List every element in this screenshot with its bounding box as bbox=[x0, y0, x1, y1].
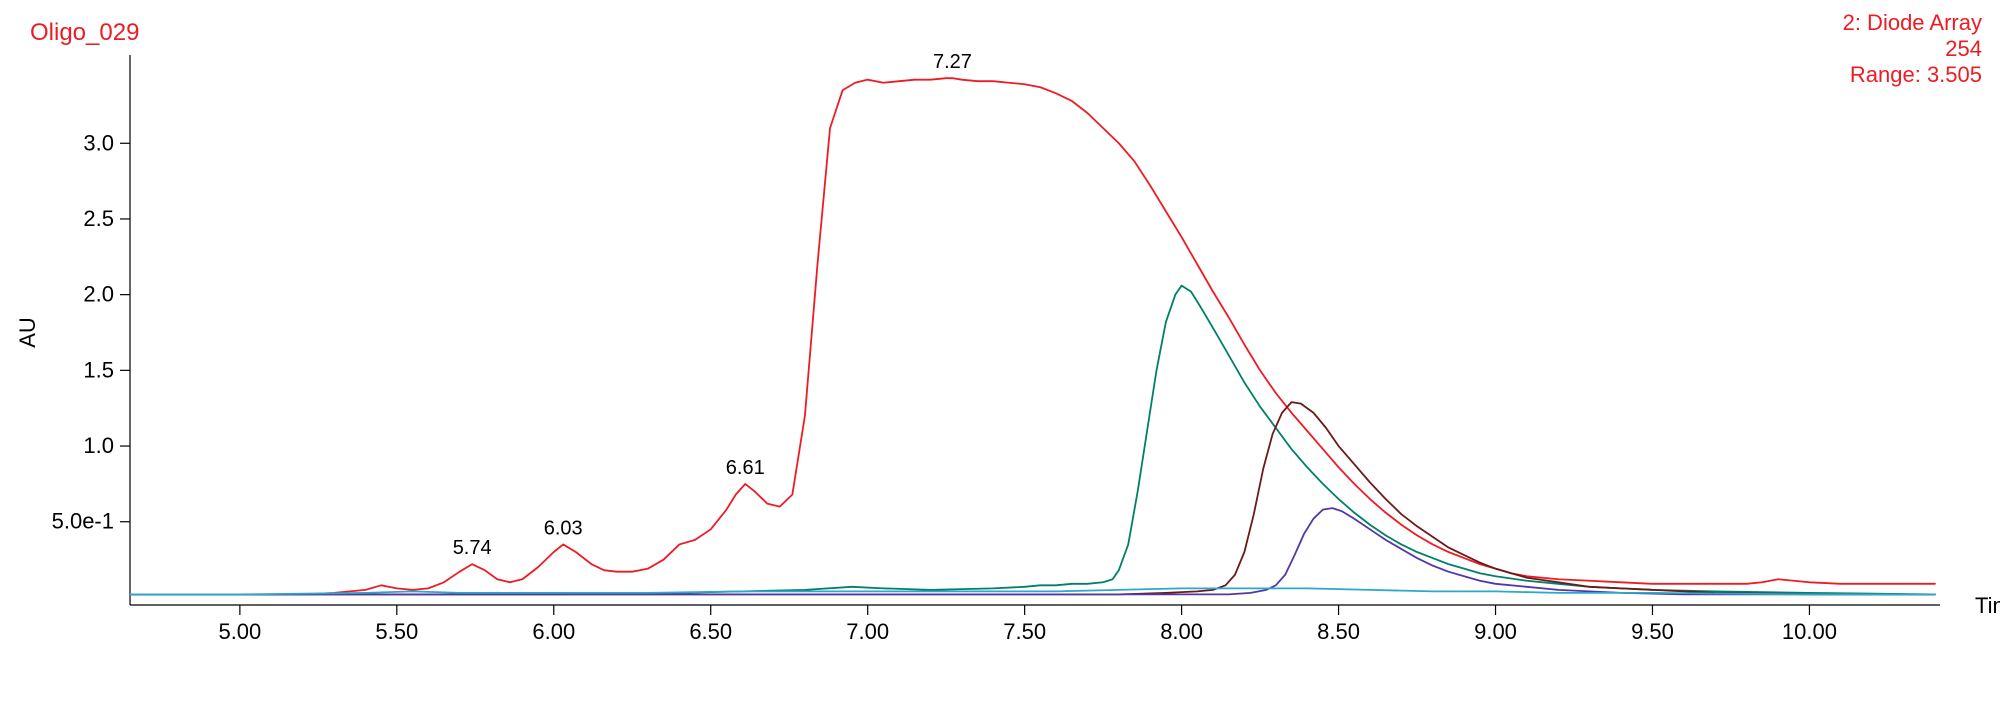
x-tick-label: 7.00 bbox=[846, 619, 889, 644]
peak-label: 6.03 bbox=[544, 517, 583, 539]
sample-name-label: Oligo_029 bbox=[30, 19, 139, 46]
x-tick-label: 5.50 bbox=[375, 619, 418, 644]
detector-info-label: 2: Diode Array bbox=[1843, 10, 1982, 35]
x-tick-label: 6.00 bbox=[532, 619, 575, 644]
x-tick-label: 9.00 bbox=[1474, 619, 1517, 644]
chromatogram-chart: 5.00 5.50 6.00 6.50 7.00 7.50 8.00 8.50 9.00 9.50… bbox=[0, 0, 2000, 709]
x-tick-label: 10.00 bbox=[1782, 619, 1837, 644]
detector-info-label: 254 bbox=[1945, 36, 1982, 61]
chart-background bbox=[0, 0, 2000, 709]
x-tick-label: 8.00 bbox=[1160, 619, 1203, 644]
x-tick-label: 7.50 bbox=[1003, 619, 1046, 644]
y-tick-label: 2.0 bbox=[83, 282, 114, 307]
peak-label: 6.61 bbox=[726, 457, 765, 479]
y-tick-label: 1.0 bbox=[83, 433, 114, 458]
peak-label: 7.27 bbox=[933, 51, 972, 73]
detector-info-label: Range: 3.505 bbox=[1850, 62, 1982, 87]
x-axis-label: Time bbox=[1975, 593, 2000, 618]
y-axis-label: AU bbox=[15, 317, 40, 348]
y-tick-label: 5.0e-1 bbox=[52, 509, 114, 534]
x-tick-label: 5.00 bbox=[218, 619, 261, 644]
x-tick-label: 6.50 bbox=[689, 619, 732, 644]
y-tick-label: 3.0 bbox=[83, 130, 114, 155]
x-tick-label: 8.50 bbox=[1317, 619, 1360, 644]
peak-label: 5.74 bbox=[453, 537, 492, 559]
x-tick-label: 9.50 bbox=[1631, 619, 1674, 644]
y-tick-label: 1.5 bbox=[83, 357, 114, 382]
y-tick-label: 2.5 bbox=[83, 206, 114, 231]
chart-svg: 5.00 5.50 6.00 6.50 7.00 7.50 8.00 8.50 9.00 9.50… bbox=[0, 0, 2000, 709]
